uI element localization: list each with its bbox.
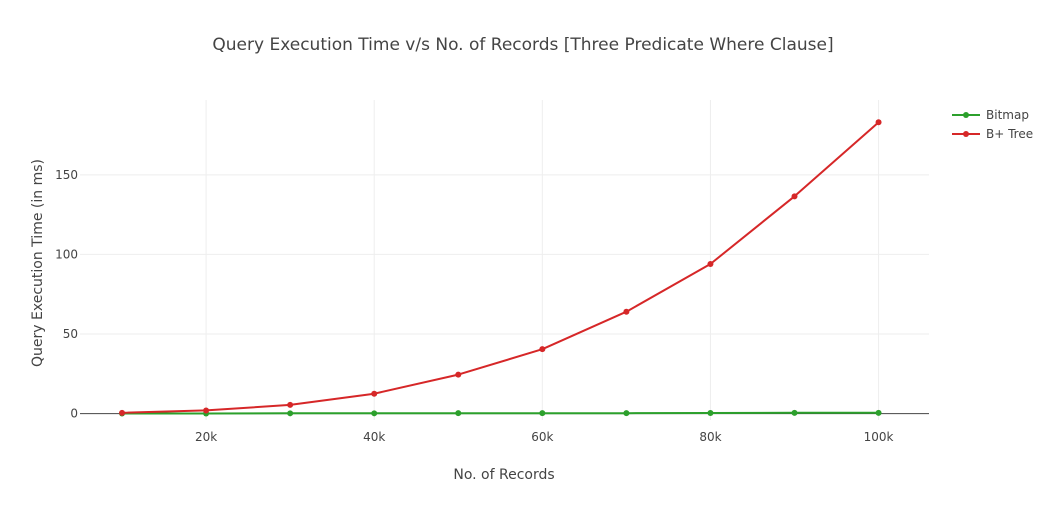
b-tree-data-point: [539, 346, 546, 353]
b-tree-data-point: [203, 407, 210, 414]
grid-lines: [80, 100, 929, 420]
b-tree-data-point: [875, 119, 882, 126]
b-tree-data-point: [119, 409, 126, 416]
chart-title: Query Execution Time v/s No. of Records …: [212, 35, 833, 55]
bitmap-data-point: [287, 410, 294, 417]
legend[interactable]: Bitmap B+ Tree: [952, 108, 1033, 141]
y-tick-label: 100: [55, 247, 78, 261]
bitmap-series-line: [122, 411, 879, 415]
bitmap-data-point: [539, 410, 546, 417]
x-axis-title: No. of Records: [453, 467, 554, 483]
legend-label: Bitmap: [986, 108, 1029, 122]
y-tick-labels: 0 50 100 150: [55, 168, 78, 421]
x-tick-label: 100k: [864, 430, 894, 444]
y-tick-label: 150: [55, 168, 78, 182]
x-tick-label: 20k: [195, 430, 217, 444]
b-tree-data-point: [287, 401, 294, 408]
b-tree-data-point: [455, 371, 462, 378]
b-tree-data-point: [371, 390, 378, 397]
bitmap-data-point: [371, 410, 378, 417]
x-tick-label: 80k: [699, 430, 721, 444]
y-tick-label: 50: [63, 327, 78, 341]
y-axis-title: Query Execution Time (in ms): [30, 159, 46, 367]
legend-swatch-marker: [963, 112, 969, 118]
x-tick-label: 40k: [363, 430, 385, 444]
b-tree-data-point: [623, 308, 630, 315]
legend-swatch-marker: [963, 131, 969, 137]
legend-label: B+ Tree: [986, 127, 1033, 141]
x-tick-labels: 20k 40k 60k 80k 100k: [195, 430, 894, 444]
y-tick-label: 0: [70, 407, 78, 421]
bitmap-data-point: [455, 410, 462, 417]
x-tick-label: 60k: [531, 430, 553, 444]
b-tree-series-line: [121, 121, 880, 414]
bitmap-data-point: [623, 410, 630, 417]
bitmap-data-point: [707, 409, 714, 416]
b-tree-data-point: [791, 193, 798, 200]
legend-item-bitmap[interactable]: Bitmap: [952, 108, 1029, 122]
series-layer: [119, 119, 882, 417]
bitmap-data-point: [875, 409, 882, 416]
bitmap-data-point: [791, 409, 798, 416]
legend-item-b-tree[interactable]: B+ Tree: [952, 127, 1033, 141]
b-tree-data-point: [707, 260, 714, 267]
